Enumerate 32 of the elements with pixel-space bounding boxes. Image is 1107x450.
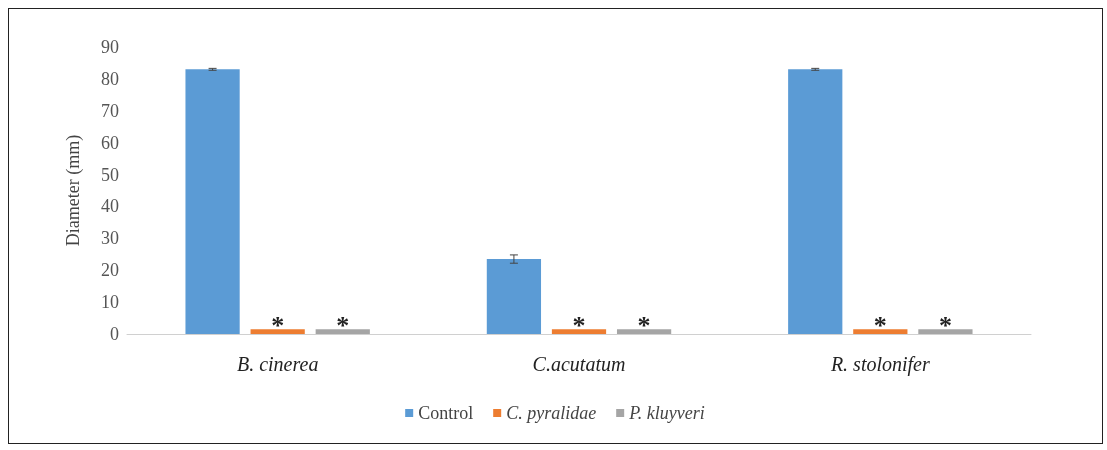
- y-tick-label: 30: [101, 228, 119, 249]
- data-label: *: [637, 310, 651, 340]
- bar: [918, 329, 973, 334]
- y-tick-label: 20: [101, 260, 119, 281]
- data-label: *: [271, 310, 285, 340]
- y-tick-label: 80: [101, 68, 119, 89]
- data-label: *: [873, 310, 887, 340]
- y-tick-label: 0: [110, 324, 119, 344]
- y-tick-label: 50: [101, 164, 119, 185]
- bar: [315, 329, 370, 334]
- y-tick-label: 40: [101, 196, 119, 217]
- bar: [185, 69, 240, 334]
- legend-label: Control: [418, 403, 474, 423]
- y-tick-label: 60: [101, 132, 119, 153]
- legend-label: P. kluyveri: [628, 403, 705, 423]
- data-label: *: [938, 310, 952, 340]
- bar: [551, 329, 607, 334]
- x-tick-label: C.acutatum: [532, 353, 626, 375]
- bar: [250, 329, 305, 334]
- data-label: *: [336, 310, 350, 340]
- bar: [788, 69, 843, 334]
- bar: [486, 259, 542, 334]
- bar: [616, 329, 672, 334]
- y-tick-label: 90: [101, 37, 119, 57]
- legend-label: C. pyralidae: [506, 403, 597, 423]
- x-tick-label: R. stolonifer: [829, 353, 930, 376]
- y-tick-label: 70: [101, 100, 119, 121]
- x-tick-label: B. cinerea: [236, 353, 319, 375]
- data-label: *: [572, 310, 586, 340]
- y-axis-title: Diameter (mm): [63, 134, 84, 247]
- y-tick-label: 10: [101, 292, 119, 313]
- bar: [853, 329, 908, 334]
